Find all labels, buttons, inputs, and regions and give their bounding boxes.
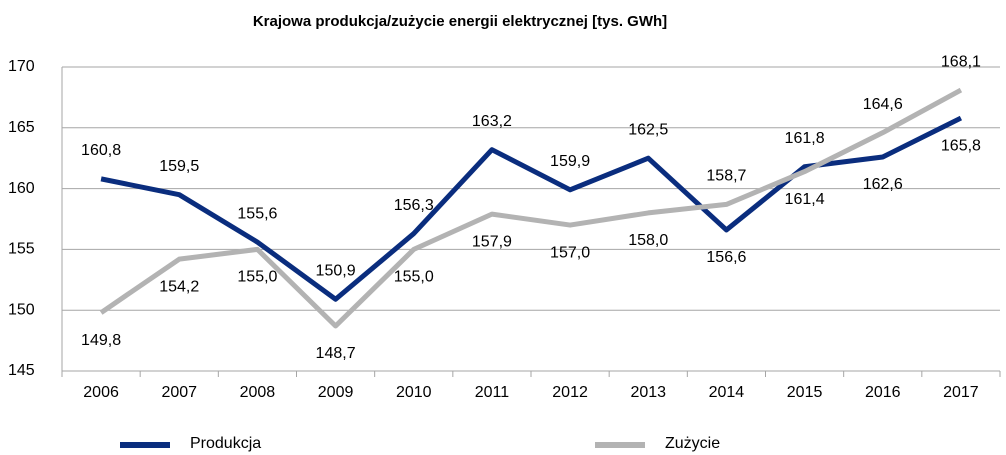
- data-label: 161,4: [785, 191, 825, 208]
- data-label: 168,1: [941, 53, 981, 70]
- data-label: 159,9: [550, 153, 590, 170]
- data-label: 148,7: [316, 345, 356, 362]
- data-label: 158,7: [706, 168, 746, 185]
- data-label: 156,6: [706, 249, 746, 266]
- x-tick-label: 2006: [83, 384, 119, 401]
- data-label: 155,0: [237, 269, 277, 286]
- x-tick-label: 2013: [630, 384, 666, 401]
- data-label: 156,3: [394, 197, 434, 214]
- x-tick-label: 2011: [475, 384, 510, 401]
- legend-label: Produkcja: [190, 435, 261, 452]
- y-tick-label: 165: [8, 119, 35, 136]
- data-label: 162,5: [628, 121, 668, 138]
- x-tick-label: 2008: [240, 384, 276, 401]
- y-tick-label: 150: [8, 301, 35, 318]
- data-label: 154,2: [159, 278, 199, 295]
- x-tick-label: 2009: [318, 384, 354, 401]
- data-label: 155,0: [394, 269, 434, 286]
- y-tick-label: 145: [8, 362, 35, 379]
- series-line: [99, 87, 963, 329]
- y-tick-label: 170: [8, 58, 35, 75]
- y-tick-label: 160: [8, 180, 35, 197]
- x-tick-label: 2016: [865, 384, 901, 401]
- data-label: 149,8: [81, 332, 121, 349]
- data-label: 157,9: [472, 233, 512, 250]
- data-label: 163,2: [472, 113, 512, 130]
- x-tick-label: 2010: [396, 384, 432, 401]
- data-label: 150,9: [316, 262, 356, 279]
- data-label: 164,6: [863, 96, 903, 113]
- x-tick-label: 2014: [709, 384, 745, 401]
- x-tick-label: 2007: [161, 384, 197, 401]
- data-label: 158,0: [628, 232, 668, 249]
- legend-label: Zużycie: [665, 435, 720, 452]
- chart-title: Krajowa produkcja/zużycie energii elektr…: [253, 13, 667, 30]
- data-label: 157,0: [550, 244, 590, 261]
- data-label: 165,8: [941, 137, 981, 154]
- data-label: 160,8: [81, 142, 121, 159]
- x-tick-label: 2017: [943, 384, 979, 401]
- data-label: 159,5: [159, 158, 199, 175]
- data-label: 155,6: [237, 205, 277, 222]
- series-line: [100, 115, 963, 302]
- x-tick-label: 2012: [552, 384, 588, 401]
- data-label: 161,8: [785, 130, 825, 147]
- y-tick-label: 155: [8, 241, 35, 258]
- x-tick-label: 2015: [787, 384, 823, 401]
- data-label: 162,6: [863, 176, 903, 193]
